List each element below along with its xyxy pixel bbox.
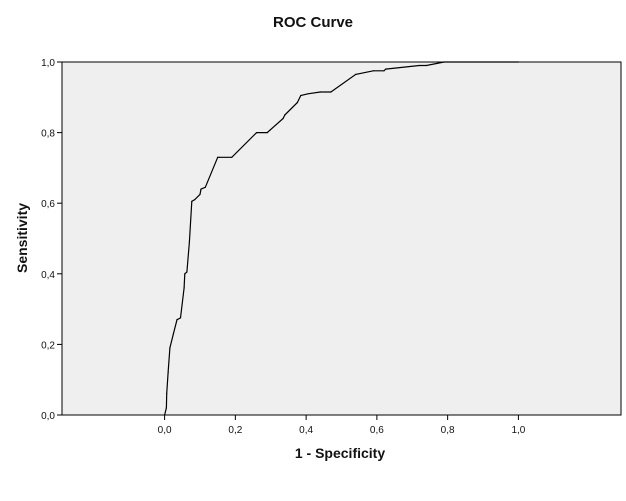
roc-point bbox=[443, 61, 445, 63]
roc-point bbox=[284, 114, 286, 116]
roc-point bbox=[307, 93, 309, 95]
roc-point bbox=[266, 132, 268, 134]
roc-point bbox=[319, 91, 321, 93]
roc-point bbox=[517, 61, 520, 63]
roc-point bbox=[355, 73, 357, 75]
roc-point bbox=[218, 156, 220, 158]
x-tick-label: 0,8 bbox=[441, 425, 455, 436]
y-tick-label: 0,8 bbox=[41, 129, 55, 140]
roc-point bbox=[172, 333, 174, 335]
roc-point bbox=[385, 68, 387, 70]
roc-point bbox=[200, 188, 202, 190]
roc-point bbox=[282, 117, 284, 120]
x-tick-label: 0,2 bbox=[228, 425, 242, 436]
y-tick-label: 0,4 bbox=[41, 270, 55, 281]
y-axis-ticks: 0,0 0,2 0,4 0,6 0,8 1,0 bbox=[41, 58, 62, 422]
plot-area bbox=[61, 61, 622, 416]
roc-point bbox=[199, 193, 201, 195]
roc-point bbox=[183, 287, 185, 289]
y-axis-label: Sensitivity bbox=[14, 203, 30, 273]
y-tick-label: 0,0 bbox=[41, 411, 55, 422]
roc-point bbox=[188, 241, 190, 243]
y-tick-label: 1,0 bbox=[41, 58, 55, 69]
roc-point bbox=[167, 372, 169, 374]
x-axis-ticks: 0,0 0,2 0,4 0,6 0,8 1,0 bbox=[158, 415, 526, 436]
roc-curve-points bbox=[164, 61, 520, 416]
roc-point bbox=[383, 70, 385, 72]
x-tick-label: 0,6 bbox=[370, 425, 384, 436]
y-tick-label: 0,6 bbox=[41, 199, 55, 210]
roc-point bbox=[169, 347, 171, 349]
roc-point bbox=[217, 156, 219, 158]
x-tick-label: 0,0 bbox=[158, 425, 172, 436]
roc-point bbox=[184, 273, 186, 275]
roc-point bbox=[418, 64, 420, 67]
roc-point bbox=[231, 156, 233, 158]
roc-point bbox=[296, 102, 298, 104]
roc-point bbox=[191, 200, 193, 202]
roc-point bbox=[425, 64, 427, 67]
roc-point bbox=[330, 91, 332, 93]
roc-point bbox=[166, 393, 168, 395]
x-tick-label: 1,0 bbox=[511, 425, 525, 436]
roc-point bbox=[256, 132, 258, 134]
roc-point bbox=[204, 186, 206, 188]
roc-point bbox=[164, 414, 166, 416]
roc-point bbox=[372, 70, 374, 72]
roc-point bbox=[179, 317, 182, 319]
x-axis-label: 1 - Specificity bbox=[295, 445, 385, 461]
roc-point bbox=[186, 271, 188, 273]
y-tick-label: 0,2 bbox=[41, 340, 55, 351]
roc-point bbox=[165, 407, 167, 409]
roc-point bbox=[176, 319, 178, 321]
roc-point bbox=[194, 199, 196, 201]
chart-title: ROC Curve bbox=[273, 14, 353, 31]
roc-point bbox=[300, 94, 302, 97]
x-tick-label: 0,4 bbox=[299, 425, 313, 436]
